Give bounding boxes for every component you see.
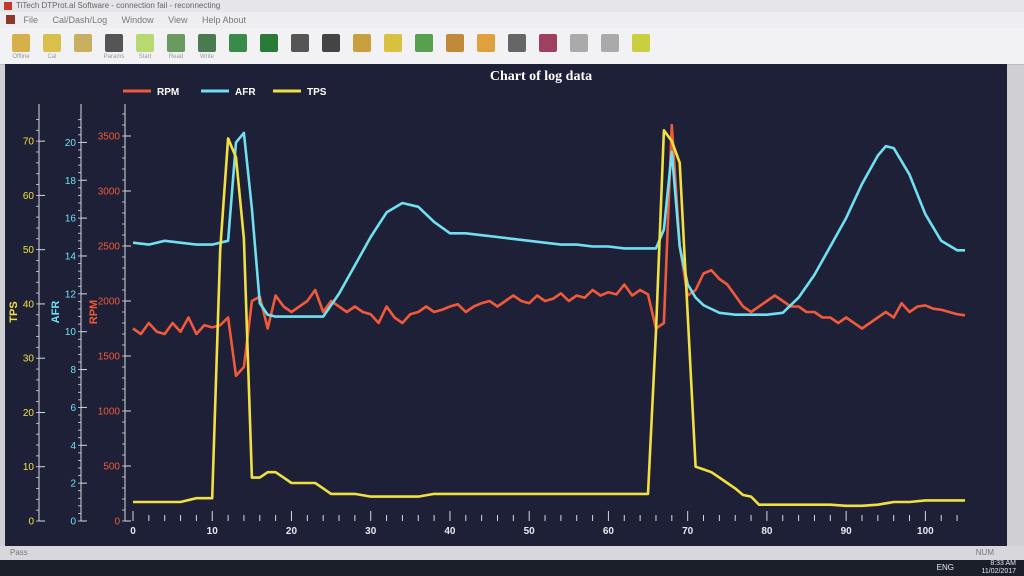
- y-tick-label-tps: 0: [28, 517, 34, 528]
- series-line-tps: [133, 129, 965, 508]
- y-tick-label-afr: 2: [70, 479, 76, 490]
- menu-cal-dash-log[interactable]: Cal/Dash/Log: [52, 15, 108, 25]
- cal-icon[interactable]: [43, 34, 61, 52]
- x-tick-label: 20: [286, 526, 298, 537]
- y-tick-label-afr: 18: [65, 176, 77, 187]
- open-icon[interactable]: [12, 34, 30, 52]
- y-axis-label-tps: TPS: [8, 301, 20, 322]
- y-tick-label-rpm: 500: [103, 462, 120, 473]
- table-icon[interactable]: [508, 34, 526, 52]
- arrow-up-icon[interactable]: [198, 34, 216, 52]
- y-tick-label-rpm: 2000: [98, 297, 121, 308]
- y-tick-label-rpm: 0: [114, 517, 120, 528]
- y-tick-label-rpm: 3000: [98, 187, 121, 198]
- legend-label-tps: TPS: [307, 87, 327, 98]
- legend-label-afr: AFR: [235, 87, 256, 98]
- x-tick-label: 0: [130, 526, 136, 537]
- y-tick-label-tps: 20: [23, 408, 35, 419]
- legend: RPM AFR TPS: [123, 87, 327, 98]
- clock-time: 8:33 AM: [990, 560, 1016, 567]
- y-tick-label-tps: 70: [23, 137, 35, 148]
- chart-title: Chart of log data: [490, 69, 592, 84]
- y-tick-label-tps: 40: [23, 299, 35, 310]
- toolbar-label: Cal: [47, 54, 57, 60]
- toolbar-label: Params: [103, 54, 125, 60]
- y-tick-label-afr: 10: [65, 327, 77, 338]
- excel-icon[interactable]: [260, 34, 278, 52]
- x-axis: 0 10 20 30 40 50 60 70 80 90 100: [130, 511, 958, 537]
- toolbar-label: Write: [200, 54, 214, 60]
- toolbar-label: Offline: [12, 54, 30, 60]
- x-tick-label: 10: [207, 526, 219, 537]
- gauge-icon[interactable]: [446, 34, 464, 52]
- legend-label-rpm: RPM: [157, 87, 179, 98]
- title-bar: TiTech DTProt.al Software - connection f…: [0, 0, 1024, 12]
- status-bar: Pass NUM: [0, 546, 1024, 560]
- y-tick-label-afr: 12: [65, 289, 77, 300]
- y-tick-label-rpm: 1500: [98, 352, 121, 363]
- menu-file[interactable]: File: [23, 15, 39, 25]
- app-icon: [4, 2, 12, 10]
- y-tick-label-tps: 60: [23, 191, 35, 202]
- toolbar-label: Read: [168, 54, 184, 60]
- grid-icon[interactable]: [601, 34, 619, 52]
- log-chart: Chart of log data RPM AFR TPS 010203040506…: [5, 64, 1007, 546]
- y-tick-label-afr: 14: [65, 251, 77, 262]
- menu-app-icon: [6, 15, 15, 24]
- y-tick-label-afr: 16: [65, 214, 77, 225]
- help-icon[interactable]: [632, 34, 650, 52]
- status-left: Pass: [10, 548, 28, 557]
- series-line-rpm: [132, 123, 966, 378]
- line-icon[interactable]: [570, 34, 588, 52]
- y-tick-label-rpm: 2500: [98, 242, 121, 253]
- x-tick-label: 100: [917, 526, 934, 537]
- y-tick-label-tps: 10: [23, 462, 35, 473]
- x-tick-label: 30: [365, 526, 377, 537]
- x-tick-label: 70: [682, 526, 694, 537]
- toolbar-label: Start: [138, 54, 152, 60]
- x-tick-label: 60: [603, 526, 615, 537]
- status-num: NUM: [975, 548, 994, 557]
- dot-icon[interactable]: [477, 34, 495, 52]
- params-icon[interactable]: [105, 34, 123, 52]
- dash-icon[interactable]: [291, 34, 309, 52]
- y-tick-label-afr: 0: [70, 517, 76, 528]
- x-tick-label: 80: [761, 526, 773, 537]
- series-line-afr: [132, 131, 965, 318]
- window-title: TiTech DTProt.al Software - connection f…: [16, 1, 221, 10]
- y-tick-label-afr: 20: [65, 138, 77, 149]
- m-icon[interactable]: [322, 34, 340, 52]
- save-icon[interactable]: [74, 34, 92, 52]
- language-indicator[interactable]: ENG: [936, 563, 954, 572]
- chart-icon[interactable]: [229, 34, 247, 52]
- x-tick-label: 40: [444, 526, 456, 537]
- y-tick-label-afr: 6: [70, 403, 76, 414]
- y-tick-label-rpm: 1000: [98, 407, 121, 418]
- 2d-icon[interactable]: [415, 34, 433, 52]
- log-chart-icon[interactable]: [539, 34, 557, 52]
- y-tick-label-tps: 30: [23, 354, 35, 365]
- taskbar: ENG 8:33 AM 11/02/2017: [0, 560, 1024, 576]
- menu-window[interactable]: Window: [121, 15, 154, 25]
- x-tick-label: 50: [524, 526, 536, 537]
- menu-view[interactable]: View: [168, 15, 188, 25]
- clock-date: 11/02/2017: [981, 568, 1016, 575]
- axes: 0 10 20 30 40 50 60 70 TPS 0 2 4 6 8 10 12 14 16 18 20 AFR 0 5…: [8, 104, 131, 528]
- y-axis-label-afr: AFR: [50, 301, 62, 324]
- toolbar: Offline Cal Params Start Read Write: [0, 28, 1024, 65]
- x-tick-label: 90: [841, 526, 853, 537]
- clock[interactable]: 8:33 AM 11/02/2017: [981, 560, 1016, 576]
- 3d-icon[interactable]: [384, 34, 402, 52]
- y-tick-label-afr: 4: [70, 441, 76, 452]
- menu-help[interactable]: Help About: [202, 15, 247, 25]
- menu-bar: File Cal/Dash/Log Window View Help About: [0, 12, 1024, 28]
- y-tick-label-tps: 50: [23, 245, 35, 256]
- series-group: [132, 123, 966, 508]
- y-tick-label-rpm: 3500: [98, 132, 121, 143]
- arrow-down-icon[interactable]: [167, 34, 185, 52]
- y-axis-label-rpm: RPM: [88, 300, 100, 324]
- play-icon[interactable]: [136, 34, 154, 52]
- y-tick-label-afr: 8: [70, 365, 76, 376]
- map-icon[interactable]: [353, 34, 371, 52]
